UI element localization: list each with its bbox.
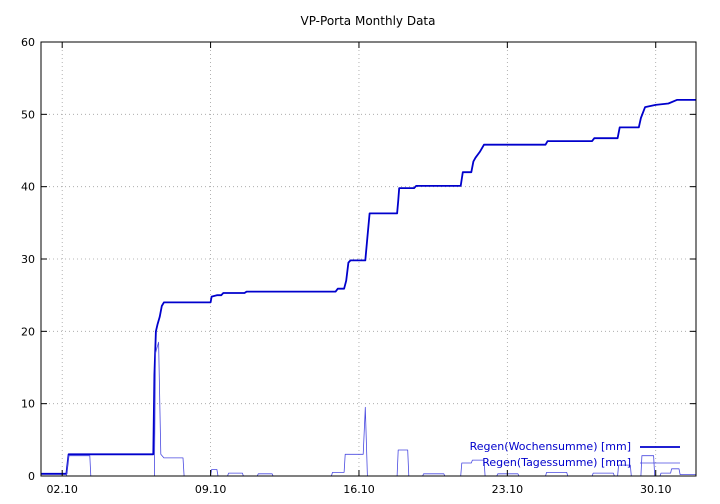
grid-layer bbox=[41, 42, 696, 476]
y-tick-label: 10 bbox=[21, 398, 35, 411]
y-tick-label: 40 bbox=[21, 181, 35, 194]
x-tick-label: 02.10 bbox=[46, 483, 78, 496]
series-layer bbox=[41, 99, 696, 477]
x-tick-label: 09.10 bbox=[195, 483, 227, 496]
x-tick-label: 23.10 bbox=[492, 483, 524, 496]
y-tick-label: 60 bbox=[21, 36, 35, 49]
series-line-weekly bbox=[41, 99, 696, 475]
legend-label-weekly: Regen(Wochensumme) [mm] bbox=[470, 440, 631, 453]
y-tick-label: 0 bbox=[28, 470, 35, 483]
legend: Regen(Wochensumme) [mm] Regen(Tagessumme… bbox=[470, 440, 680, 469]
legend-label-daily: Regen(Tagessumme) [mm] bbox=[482, 456, 631, 469]
x-tick-label: 16.10 bbox=[343, 483, 375, 496]
chart-title: VP-Porta Monthly Data bbox=[301, 14, 436, 28]
y-tick-label: 20 bbox=[21, 325, 35, 338]
tick-layer: 0 10 20 30 40 50 60 02.10 09.10 16.10 23.10 30.10 bbox=[21, 36, 696, 496]
x-tick-label: 30.10 bbox=[640, 483, 672, 496]
y-tick-label: 30 bbox=[21, 253, 35, 266]
y-tick-label: 50 bbox=[21, 108, 35, 121]
